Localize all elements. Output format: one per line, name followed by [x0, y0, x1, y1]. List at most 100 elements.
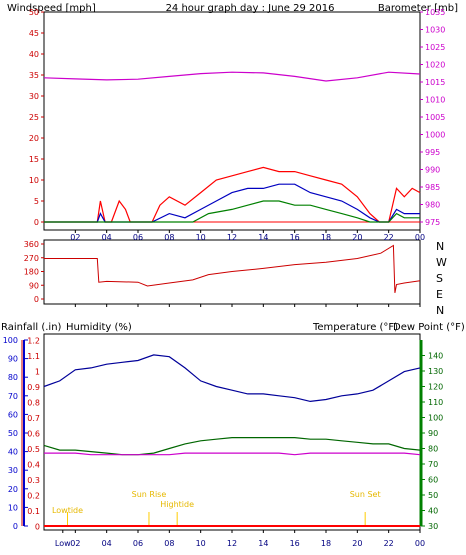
rainfall-tick-label: 0.4: [27, 461, 40, 470]
humidity-x-tick-label: 10: [196, 539, 206, 548]
event-label: Hightide: [160, 500, 194, 509]
windspeed-tick-label: 10: [29, 176, 39, 185]
humidity-tick-label: 80: [8, 373, 18, 382]
rainfall-tick-label: 0.1: [27, 507, 40, 516]
compass-n-bottom: N: [436, 304, 444, 317]
compass-w: W: [436, 256, 447, 269]
direction-tick-label: 0: [34, 295, 39, 304]
humidity-x-tick-label: 12: [227, 539, 237, 548]
barometer-tick-label: 1005: [425, 113, 445, 122]
humidity-x-tick-label: 16: [290, 539, 300, 548]
humidity-x-tick-label: 06: [133, 539, 143, 548]
wind-x-tick-label: 04: [102, 233, 112, 242]
barometer-tick-label: 1030: [425, 26, 445, 35]
temperature-tick-label: 90: [428, 429, 438, 438]
humidity-line: [43, 354, 421, 403]
windspeed-tick-label: 25: [29, 113, 39, 122]
barometer-tick-label: 1035: [425, 8, 445, 17]
rainfall-tick-label: 0.2: [27, 492, 40, 501]
temperature-tick-label: 80: [428, 445, 438, 454]
rainfall-tick-label: 1.1: [27, 352, 40, 361]
humidity-x-tick-label: 00: [415, 539, 425, 548]
rainfall-tick-label: 0.3: [27, 476, 40, 485]
humidity-x-tick-label: 18: [321, 539, 331, 548]
humidity-tick-label: 30: [8, 466, 18, 475]
temperature-tick-label: 70: [428, 460, 438, 469]
windspeed-axis-label: Windspeed [mph]: [7, 3, 96, 14]
windspeed-tick-label: 20: [29, 134, 39, 143]
event-label: Sun Rise: [132, 490, 167, 499]
event-label: Lowtide: [52, 506, 83, 515]
windspeed-tick-label: 30: [29, 92, 39, 101]
rainfall-tick-label: 0.8: [27, 399, 40, 408]
humidity-x-tick-label: Low: [55, 539, 71, 548]
barometer-tick-label: 1020: [425, 61, 445, 70]
barometer-tick-label: 1000: [425, 131, 445, 140]
compass-n-top: N: [436, 240, 444, 253]
humidity-x-tick-label: 20: [352, 539, 362, 548]
barometer-tick-label: 1015: [425, 78, 445, 87]
wind-x-tick-label: 16: [290, 233, 300, 242]
temperature-tick-label: 140: [428, 352, 443, 361]
barometer-tick-label: 1025: [425, 43, 445, 52]
dewpoint-axis-label: Dew Point (°F): [393, 322, 465, 333]
temperature-tick-label: 40: [428, 507, 438, 516]
wind-x-tick-label: 06: [133, 233, 143, 242]
humidity-tick-label: 10: [8, 503, 18, 512]
temperature-axis-label: Temperature (°F): [312, 322, 398, 333]
temperature-tick-label: 60: [428, 476, 438, 485]
barometer-tick-label: 975: [425, 218, 440, 227]
temperature-tick-label: 30: [428, 522, 438, 531]
humidity-axis-label: Humidity (%): [66, 322, 132, 333]
rainfall-tick-label: 0.9: [27, 383, 40, 392]
rainfall-tick-label: 0.5: [27, 445, 40, 454]
humidity-tick-label: 60: [8, 410, 18, 419]
dewpoint-line: [44, 452, 421, 456]
wind-x-tick-label: 12: [227, 233, 237, 242]
wind-x-tick-label: 10: [196, 233, 206, 242]
humidity-tick-label: 100: [3, 336, 18, 345]
wind-speed-line: [44, 200, 420, 223]
rainfall-tick-label: 0: [35, 523, 40, 532]
direction-tick-label: 180: [24, 268, 39, 277]
humidity-x-tick-label: 02: [70, 539, 80, 548]
humidity-tick-label: 0: [13, 522, 18, 531]
wind-x-tick-label: 14: [258, 233, 268, 242]
graph-title: 24 hour graph day : June 29 2016: [166, 3, 335, 14]
wind-x-tick-label: 22: [384, 233, 394, 242]
temperature-tick-label: 100: [428, 414, 443, 423]
windspeed-tick-label: 35: [29, 71, 39, 80]
wind-x-tick-label: 08: [164, 233, 174, 242]
barometer-tick-label: 990: [425, 166, 440, 175]
windspeed-tick-label: 50: [29, 8, 39, 17]
humidity-tick-label: 40: [8, 448, 18, 457]
compass-s: S: [436, 272, 443, 285]
wind-direction-line: [44, 244, 421, 293]
humidity-tick-label: 90: [8, 355, 18, 364]
windspeed-tick-label: 15: [29, 155, 39, 164]
direction-tick-label: 360: [24, 240, 39, 249]
humidity-tick-label: 50: [8, 429, 18, 438]
windspeed-tick-label: 5: [34, 197, 39, 206]
windspeed-tick-label: 0: [34, 218, 39, 227]
wind-x-tick-label: 18: [321, 233, 331, 242]
direction-tick-label: 90: [29, 281, 39, 290]
humidity-tick-label: 20: [8, 485, 18, 494]
rainfall-tick-label: 0.7: [27, 414, 40, 423]
barometer-axis-label: Barometer [mb]: [378, 3, 458, 14]
barometer-tick-label: 1010: [425, 96, 445, 105]
temperature-tick-label: 130: [428, 367, 443, 376]
rainfall-axis-label: Rainfall (.in): [1, 322, 62, 333]
humidity-tick-label: 70: [8, 392, 18, 401]
humidity-x-tick-label: 08: [164, 539, 174, 548]
rainfall-tick-label: 0.6: [27, 430, 40, 439]
temperature-line: [43, 437, 421, 456]
barometer-tick-label: 980: [425, 201, 440, 210]
barometer-line: [43, 71, 421, 82]
rainfall-tick-label: 1.2: [27, 337, 40, 346]
temperature-tick-label: 120: [428, 383, 443, 392]
humidity-x-tick-label: 14: [258, 539, 268, 548]
barometer-tick-label: 995: [425, 148, 440, 157]
